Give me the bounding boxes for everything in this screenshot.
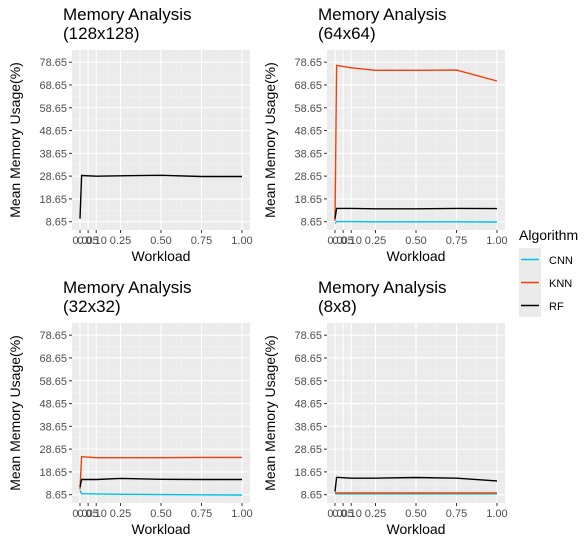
y-tick-label: 8.65 xyxy=(301,490,322,502)
y-tick-label: 58.65 xyxy=(294,103,322,115)
y-tick-label: 8.65 xyxy=(46,490,67,502)
x-tick-label: 0.25 xyxy=(110,508,131,520)
panel-0: Memory Analysis(128x128) 8.65 18.65 28.65 38… xyxy=(7,5,253,264)
y-tick-label: 48.65 xyxy=(39,399,67,411)
y-tick-label: 58.65 xyxy=(39,376,67,388)
x-axis-label: Workload xyxy=(387,521,446,537)
series-line-cnn xyxy=(79,490,243,496)
y-tick-label: 18.65 xyxy=(39,467,67,479)
y-tick-label: 78.65 xyxy=(39,330,67,342)
legend-title: Algorithm xyxy=(519,227,578,243)
legend-label-rf: RF xyxy=(549,301,564,313)
y-axis-label: Mean Memory Usage(%) xyxy=(7,62,23,218)
x-tick-label: 0.75 xyxy=(446,235,467,247)
y-tick-label: 18.65 xyxy=(294,194,322,206)
y-tick-label: 38.65 xyxy=(39,421,67,433)
y-tick-label: 28.65 xyxy=(294,171,322,183)
series-line-rf xyxy=(79,477,242,488)
x-tick-label: 0.10 xyxy=(340,235,361,247)
x-tick-label: 0.50 xyxy=(405,508,426,520)
series-line-knn xyxy=(79,456,242,490)
y-tick-label: 68.65 xyxy=(294,353,322,365)
y-tick-label: 18.65 xyxy=(39,194,67,206)
series-line-cnn xyxy=(334,220,498,224)
y-tick-label: 48.65 xyxy=(39,126,67,138)
x-tick-label: 0.75 xyxy=(446,508,467,520)
x-tick-label: 0.50 xyxy=(150,508,171,520)
panel-title-line: (64x64) xyxy=(318,24,376,43)
series-line-rf xyxy=(334,476,498,492)
x-tick-label: 1.00 xyxy=(486,508,507,520)
y-tick-label: 8.65 xyxy=(301,217,322,229)
y-tick-label: 18.65 xyxy=(294,467,322,479)
y-tick-label: 68.65 xyxy=(294,80,322,92)
panel-1: Memory Analysis(64x64) 8.65 18.65 28.65 38.6… xyxy=(262,5,508,264)
x-tick-label: 0.05 xyxy=(332,508,353,520)
y-tick-label: 28.65 xyxy=(39,444,67,456)
x-tick-label: 0.10 xyxy=(85,508,106,520)
x-tick-label: 0.0 xyxy=(72,235,87,247)
series-line-knn xyxy=(334,64,498,221)
y-tick-label: 68.65 xyxy=(39,80,67,92)
y-tick-label: 28.65 xyxy=(39,171,67,183)
x-tick-label: 0.50 xyxy=(405,235,426,247)
series-line-rf xyxy=(334,207,498,219)
x-tick-label: 0.0 xyxy=(72,508,87,520)
series-line-rf xyxy=(79,174,242,219)
panel-2: Memory Analysis(32x32) 8.65 18.65 28.65 38.6… xyxy=(7,278,253,537)
x-tick-label: 0.75 xyxy=(191,508,212,520)
panel-title-line: (8x8) xyxy=(318,297,357,316)
x-tick-label: 0.0 xyxy=(327,235,342,247)
y-axis-label: Mean Memory Usage(%) xyxy=(7,335,23,491)
x-tick-label: 0.0 xyxy=(327,508,342,520)
y-tick-label: 78.65 xyxy=(294,57,322,69)
x-axis-label: Workload xyxy=(132,521,191,537)
panel-3: Memory Analysis(8x8) 8.65 18.65 28.65 38.65 4… xyxy=(262,278,508,537)
series-line-knn xyxy=(334,491,497,494)
x-tick-label: 0.25 xyxy=(110,235,131,247)
legend-label-cnn: CNN xyxy=(549,255,573,267)
y-tick-label: 38.65 xyxy=(294,421,322,433)
panel-title-line: Memory Analysis xyxy=(63,278,191,297)
y-tick-label: 68.65 xyxy=(39,353,67,365)
panel-title-line: Memory Analysis xyxy=(318,5,446,24)
x-tick-label: 1.00 xyxy=(231,235,252,247)
x-tick-label: 0.05 xyxy=(77,508,98,520)
x-tick-label: 1.00 xyxy=(231,508,252,520)
x-tick-label: 1.00 xyxy=(486,235,507,247)
x-tick-label: 0.10 xyxy=(85,235,106,247)
y-tick-label: 28.65 xyxy=(294,444,322,456)
x-tick-label: 0.05 xyxy=(332,235,353,247)
y-tick-label: 78.65 xyxy=(39,57,67,69)
series-line-cnn xyxy=(334,492,497,495)
panel-title-line: (32x32) xyxy=(63,297,121,316)
x-tick-label: 0.10 xyxy=(340,508,361,520)
panel-title-line: (128x128) xyxy=(63,24,140,43)
x-axis-label: Workload xyxy=(387,248,446,264)
x-tick-label: 0.75 xyxy=(191,235,212,247)
legend: Algorithm CNN KNN RF xyxy=(519,227,578,317)
x-tick-label: 0.50 xyxy=(150,235,171,247)
y-tick-label: 8.65 xyxy=(46,217,67,229)
y-tick-label: 38.65 xyxy=(294,148,322,160)
legend-label-knn: KNN xyxy=(549,278,572,290)
y-tick-label: 38.65 xyxy=(39,148,67,160)
x-tick-label: 0.25 xyxy=(365,235,386,247)
y-tick-label: 48.65 xyxy=(294,126,322,138)
x-tick-label: 0.25 xyxy=(365,508,386,520)
y-tick-label: 58.65 xyxy=(294,376,322,388)
y-axis-label: Mean Memory Usage(%) xyxy=(262,335,278,491)
panel-title-line: Memory Analysis xyxy=(63,5,191,24)
panel-title-line: Memory Analysis xyxy=(318,278,446,297)
y-tick-label: 78.65 xyxy=(294,330,322,342)
y-tick-label: 58.65 xyxy=(39,103,67,115)
y-axis-label: Mean Memory Usage(%) xyxy=(262,62,278,218)
x-tick-label: 0.05 xyxy=(77,235,98,247)
x-axis-label: Workload xyxy=(132,248,191,264)
y-tick-label: 48.65 xyxy=(294,399,322,411)
